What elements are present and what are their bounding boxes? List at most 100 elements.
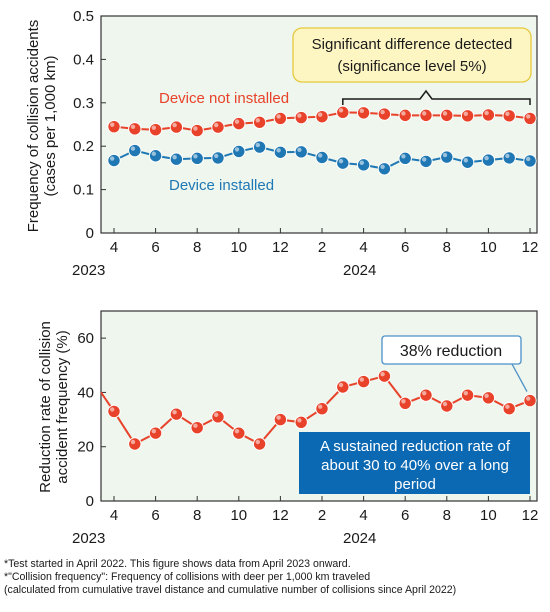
series-device-installed-point-highlight bbox=[172, 155, 177, 160]
series-reduction-rate-point-highlight bbox=[255, 439, 260, 445]
bottom-y-tick-label: 0 bbox=[86, 493, 94, 510]
series-device-not-installed-point-highlight bbox=[276, 114, 281, 119]
series-reduction-rate-point-highlight bbox=[359, 377, 364, 382]
series-device-not-installed-point bbox=[460, 109, 475, 123]
bottom-x-tick-label: 10 bbox=[230, 507, 247, 524]
series-device-not-installed-point-highlight bbox=[401, 111, 406, 116]
series-device-not-installed-point bbox=[148, 123, 163, 137]
bottom-year-label-2023: 2023 bbox=[72, 530, 105, 547]
series-device-not-installed-point-highlight bbox=[422, 111, 427, 116]
series-device-installed-point-highlight bbox=[276, 148, 281, 153]
callout-reduction-box bbox=[381, 335, 522, 365]
series-reduction-rate-point-highlight bbox=[442, 401, 448, 407]
series-device-not-installed-point-highlight bbox=[193, 126, 198, 131]
series-reduction-rate-point-highlight bbox=[401, 399, 406, 404]
series-device-not-installed-point bbox=[377, 107, 392, 121]
series-device-installed-point bbox=[356, 158, 371, 172]
series-reduction-rate-point bbox=[502, 402, 516, 416]
series-reduction-rate-point-highlight bbox=[338, 382, 344, 388]
top-x-tick-label: 12 bbox=[272, 239, 289, 256]
series-device-installed-point bbox=[377, 162, 392, 176]
series-device-not-installed-point-highlight bbox=[151, 125, 156, 130]
series-reduction-rate-point-highlight bbox=[130, 439, 136, 445]
series-device-not-installed-point-highlight bbox=[526, 114, 531, 119]
top-x-tick-label: 12 bbox=[522, 239, 539, 256]
series-device-not-installed-point-highlight bbox=[505, 111, 510, 117]
series-device-installed-point bbox=[502, 151, 516, 165]
callout-reduction-pointer bbox=[511, 363, 528, 392]
series-reduction-rate-point bbox=[273, 412, 288, 427]
series-device-not-installed-point bbox=[190, 123, 204, 138]
callout-sustained-box bbox=[299, 432, 530, 494]
series-device-installed-point-highlight bbox=[193, 154, 198, 159]
top-x-tick-label: 8 bbox=[193, 239, 201, 256]
top-y-tick-label: 0.1 bbox=[73, 182, 94, 199]
series-reduction-rate-point bbox=[336, 380, 350, 394]
legend-device-not-installed: Device not installed bbox=[159, 90, 289, 107]
series-device-not-installed-point bbox=[107, 119, 121, 134]
top-year-label-2023: 2023 bbox=[72, 262, 105, 279]
series-device-not-installed-point-highlight bbox=[442, 111, 448, 116]
series-reduction-rate-point bbox=[148, 426, 163, 440]
series-reduction-rate-point bbox=[481, 391, 496, 405]
series-device-installed-point-highlight bbox=[234, 147, 240, 152]
series-reduction-rate-point bbox=[252, 437, 267, 451]
bottom-x-tick-label: 4 bbox=[110, 507, 118, 524]
series-device-not-installed-point bbox=[252, 115, 267, 130]
series-device-not-installed-point bbox=[211, 120, 225, 134]
top-y-tick-label: 0.2 bbox=[73, 138, 94, 155]
series-device-not-installed-point bbox=[336, 105, 350, 120]
top-y-tick-label: 0.3 bbox=[73, 95, 94, 112]
significance-annotation-line1: Significant difference detected bbox=[312, 36, 513, 53]
bottom-x-tick-label: 6 bbox=[401, 507, 409, 524]
series-reduction-rate-point bbox=[356, 374, 371, 389]
series-device-installed-point bbox=[315, 150, 329, 165]
series-device-not-installed-point bbox=[398, 108, 412, 123]
series-device-not-installed-point-highlight bbox=[338, 108, 344, 113]
bottom-x-tick-label: 8 bbox=[443, 507, 451, 524]
series-device-installed-point bbox=[190, 151, 204, 166]
series-device-installed-point bbox=[440, 150, 454, 164]
bottom-y-tick-label: 40 bbox=[77, 384, 94, 401]
series-device-installed-point-highlight bbox=[110, 156, 115, 161]
bottom-y-tick-label: 60 bbox=[77, 330, 94, 347]
series-device-not-installed-point-highlight bbox=[255, 118, 260, 123]
top-y-tick-label: 0 bbox=[86, 225, 94, 242]
series-device-not-installed-point bbox=[232, 116, 246, 131]
series-reduction-rate-point bbox=[315, 402, 329, 416]
series-reduction-rate-point-highlight bbox=[172, 409, 177, 415]
series-device-installed-point bbox=[252, 140, 267, 154]
series-reduction-rate-point bbox=[190, 421, 204, 435]
series-device-not-installed-point-highlight bbox=[359, 108, 364, 113]
top-x-tick-label: 10 bbox=[230, 239, 247, 256]
series-device-installed-point bbox=[128, 143, 142, 158]
series-device-installed-point-highlight bbox=[380, 164, 385, 169]
top-year-label-2024: 2024 bbox=[343, 262, 376, 279]
series-device-not-installed-point-highlight bbox=[380, 109, 385, 115]
bottom-x-tick-label: 6 bbox=[151, 507, 159, 524]
series-reduction-rate-point bbox=[398, 396, 412, 410]
series-reduction-rate-point-highlight bbox=[318, 404, 323, 409]
series-device-installed-point-highlight bbox=[151, 151, 156, 156]
series-reduction-rate-point bbox=[211, 410, 225, 424]
series-reduction-rate-point-highlight bbox=[422, 390, 427, 396]
series-reduction-rate-point-highlight bbox=[463, 390, 468, 396]
series-device-installed-point bbox=[169, 152, 184, 166]
top-x-tick-label: 10 bbox=[480, 239, 497, 256]
series-device-installed-point bbox=[273, 145, 288, 159]
series-reduction-rate-point-highlight bbox=[276, 415, 281, 420]
series-reduction-rate-point-highlight bbox=[526, 396, 531, 401]
series-device-not-installed-point bbox=[440, 108, 454, 123]
series-device-not-installed-point-highlight bbox=[234, 119, 240, 124]
series-device-not-installed-point bbox=[419, 108, 433, 123]
series-device-not-installed-point-highlight bbox=[110, 122, 115, 127]
series-device-not-installed-point-highlight bbox=[318, 112, 323, 117]
series-device-not-installed-point bbox=[273, 111, 288, 126]
series-device-installed-point-highlight bbox=[442, 152, 448, 158]
series-reduction-rate-point-highlight bbox=[110, 407, 115, 412]
series-device-not-installed-point-highlight bbox=[172, 122, 177, 128]
top-x-tick-label: 4 bbox=[359, 239, 367, 256]
bottom-x-tick-label: 8 bbox=[193, 507, 201, 524]
series-reduction-rate-point bbox=[294, 415, 308, 429]
